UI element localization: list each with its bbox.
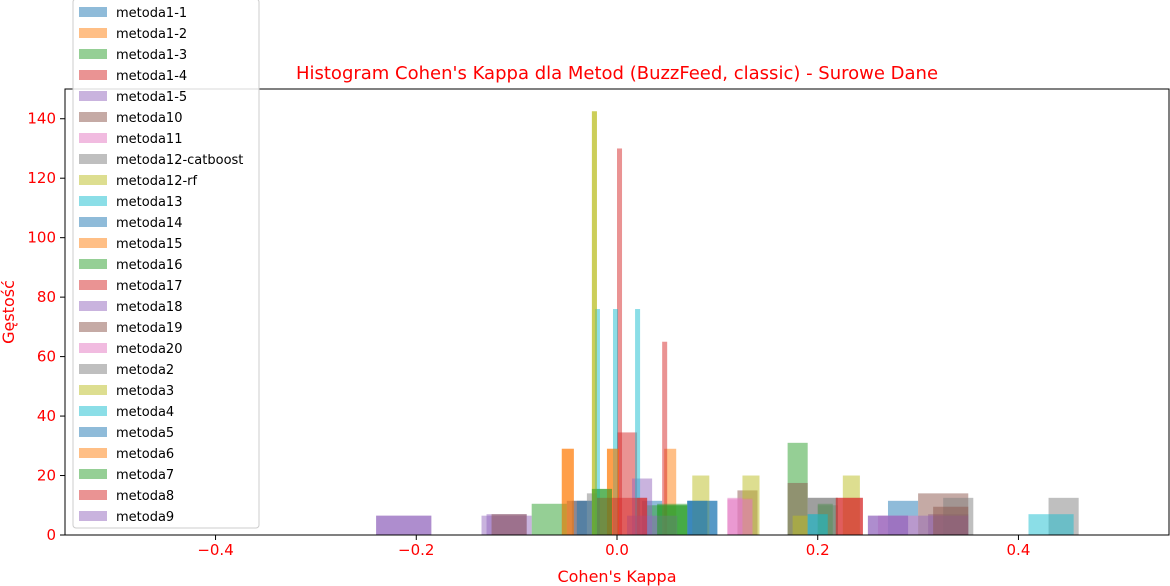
legend-label: metoda8 xyxy=(116,489,174,504)
legend-swatch xyxy=(79,28,107,38)
legend-label: metoda12-catboost xyxy=(116,153,243,168)
histogram-bar xyxy=(376,515,432,535)
histogram-bar xyxy=(867,515,909,535)
legend-label: metoda1-2 xyxy=(116,27,187,42)
x-ticks: −0.4 −0.2 0.0 0.2 0.4 xyxy=(197,535,1030,559)
y-tick-label: 120 xyxy=(27,169,56,187)
histogram-bar xyxy=(727,499,753,535)
legend-swatch xyxy=(79,175,107,185)
histogram-bar xyxy=(491,514,527,535)
legend-label: metoda12-rf xyxy=(116,174,198,189)
chart-title: Histogram Cohen's Kappa dla Metod (BuzzF… xyxy=(296,63,938,84)
legend-label: metoda14 xyxy=(116,216,182,231)
legend-swatch xyxy=(79,112,107,122)
y-tick-label: 80 xyxy=(37,288,56,306)
y-tick-label: 0 xyxy=(46,526,56,544)
legend-swatch xyxy=(79,301,107,311)
legend-label: metoda20 xyxy=(116,342,182,357)
histogram-bar xyxy=(635,309,641,535)
legend-swatch xyxy=(79,511,107,521)
legend-swatch xyxy=(79,49,107,59)
legend-swatch xyxy=(79,490,107,500)
histogram-bar xyxy=(561,448,574,535)
histogram-bar xyxy=(687,500,718,535)
legend-label: metoda1-1 xyxy=(116,6,187,21)
legend-label: metoda1-4 xyxy=(116,69,187,84)
legend-label: metoda11 xyxy=(116,132,182,147)
legend-label: metoda1-3 xyxy=(116,48,187,63)
x-tick-label: 0.0 xyxy=(605,541,629,559)
legend-label: metoda9 xyxy=(116,510,174,525)
legend-box xyxy=(72,0,260,529)
y-ticks: 0 20 40 60 80 100 120 140 xyxy=(27,110,65,544)
y-tick-label: 40 xyxy=(37,407,56,425)
legend-swatch xyxy=(79,217,107,227)
legend-swatch xyxy=(79,385,107,395)
legend-swatch xyxy=(79,364,107,374)
legend-swatch xyxy=(79,280,107,290)
x-tick-label: 0.2 xyxy=(806,541,830,559)
x-tick-label: −0.4 xyxy=(197,541,233,559)
histogram-bar xyxy=(807,514,828,535)
y-axis-label: Gęstość xyxy=(0,280,18,344)
y-tick-label: 140 xyxy=(27,110,56,128)
legend-swatch xyxy=(79,322,107,332)
legend-label: metoda17 xyxy=(116,279,182,294)
legend-label: metoda1-5 xyxy=(116,90,187,105)
legend-swatch xyxy=(79,133,107,143)
legend-swatch xyxy=(79,196,107,206)
histogram-bar xyxy=(591,488,612,535)
legend-swatch xyxy=(79,7,107,17)
legend-swatch xyxy=(79,469,107,479)
histogram-bar xyxy=(1028,514,1074,535)
histogram-bar xyxy=(933,506,969,535)
legend-swatch xyxy=(79,91,107,101)
histogram-bar xyxy=(612,309,619,535)
legend: metoda1-1 metoda1-2 metoda1-3 metoda1-4 meto… xyxy=(72,0,260,529)
histogram-bar xyxy=(662,341,668,535)
y-tick-label: 20 xyxy=(37,467,56,485)
legend-label: metoda10 xyxy=(116,111,182,126)
histogram-bar xyxy=(617,497,648,535)
legend-label: metoda18 xyxy=(116,300,182,315)
legend-label: metoda4 xyxy=(116,405,174,420)
histogram-bar xyxy=(792,515,808,535)
histogram-bar xyxy=(531,503,567,535)
legend-label: metoda3 xyxy=(116,384,174,399)
legend-label: metoda6 xyxy=(116,447,174,462)
legend-swatch xyxy=(79,343,107,353)
legend-swatch xyxy=(79,70,107,80)
histogram-bar xyxy=(617,148,623,535)
x-tick-label: 0.4 xyxy=(1007,541,1031,559)
legend-swatch xyxy=(79,259,107,269)
legend-swatch xyxy=(79,406,107,416)
bars-layer xyxy=(376,111,1079,536)
legend-label: metoda2 xyxy=(116,363,174,378)
x-axis-label: Cohen's Kappa xyxy=(557,567,676,586)
y-tick-label: 60 xyxy=(37,348,56,366)
histogram-bar xyxy=(594,309,600,535)
x-tick-label: −0.2 xyxy=(398,541,434,559)
legend-label: metoda19 xyxy=(116,321,182,336)
histogram-bar xyxy=(591,111,597,536)
legend-swatch xyxy=(79,154,107,164)
legend-label: metoda16 xyxy=(116,258,182,273)
y-tick-label: 100 xyxy=(27,229,56,247)
legend-swatch xyxy=(79,448,107,458)
legend-label: metoda15 xyxy=(116,237,182,252)
legend-label: metoda7 xyxy=(116,468,174,483)
histogram-bar xyxy=(835,497,863,535)
legend-swatch xyxy=(79,238,107,248)
legend-label: metoda13 xyxy=(116,195,182,210)
legend-label: metoda5 xyxy=(116,426,174,441)
histogram-bar xyxy=(657,505,688,535)
legend-swatch xyxy=(79,427,107,437)
